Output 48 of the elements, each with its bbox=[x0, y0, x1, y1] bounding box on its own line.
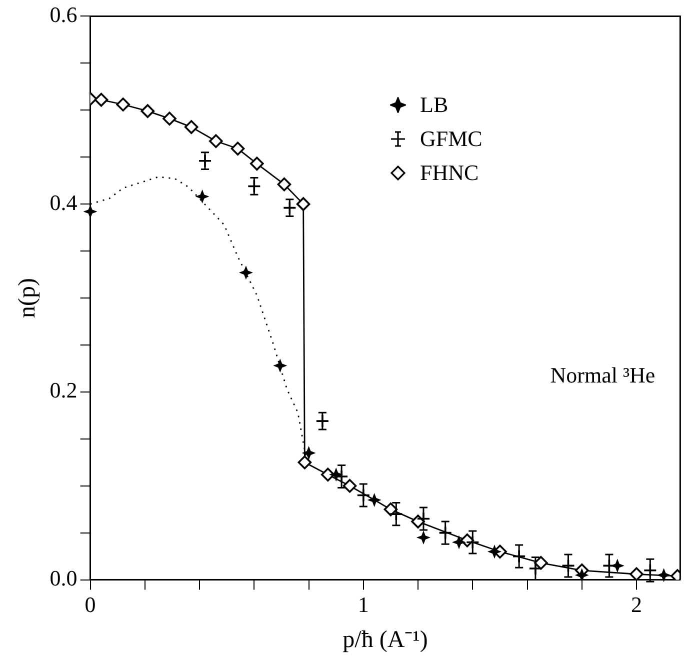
point bbox=[630, 567, 644, 580]
point bbox=[367, 492, 382, 507]
y-axis-title: n(p) bbox=[14, 278, 41, 318]
point bbox=[384, 502, 398, 516]
point bbox=[321, 468, 335, 482]
point bbox=[277, 177, 292, 192]
point bbox=[250, 156, 264, 171]
point bbox=[528, 562, 542, 576]
point bbox=[302, 446, 316, 460]
x-tick-label: 0 bbox=[84, 592, 96, 617]
point bbox=[487, 544, 502, 559]
point bbox=[656, 568, 671, 582]
point bbox=[342, 478, 357, 493]
point bbox=[416, 530, 430, 545]
point bbox=[195, 190, 210, 204]
point bbox=[298, 455, 312, 470]
y-tick-label: 0.2 bbox=[50, 378, 78, 403]
point bbox=[116, 98, 130, 112]
point bbox=[209, 134, 223, 148]
point bbox=[230, 142, 245, 156]
legend-label: GFMC bbox=[420, 126, 482, 152]
point bbox=[238, 266, 253, 280]
point bbox=[329, 468, 344, 482]
y-tick-label: 0.6 bbox=[50, 2, 78, 27]
x-tick-label: 2 bbox=[631, 592, 642, 617]
point bbox=[162, 112, 176, 126]
point bbox=[296, 197, 310, 211]
point bbox=[184, 120, 198, 134]
legend-label: LB bbox=[420, 92, 448, 118]
y-tick-label: 0.4 bbox=[50, 190, 78, 215]
point bbox=[466, 535, 480, 550]
point bbox=[94, 92, 108, 107]
point bbox=[83, 204, 98, 219]
point bbox=[416, 512, 430, 526]
point bbox=[316, 414, 330, 428]
point bbox=[356, 488, 370, 502]
point bbox=[273, 358, 288, 373]
x-axis-title: p/ħ (A⁻¹) bbox=[342, 626, 428, 653]
point bbox=[452, 535, 466, 550]
x-tick-label: 1 bbox=[358, 592, 369, 617]
point bbox=[512, 549, 526, 564]
legend-label: FHNC bbox=[420, 160, 479, 186]
point bbox=[534, 556, 548, 570]
point bbox=[140, 104, 155, 118]
annotation: Normal ³He bbox=[550, 362, 656, 388]
point bbox=[198, 154, 212, 168]
point bbox=[574, 568, 589, 582]
y-tick-label: 0.0 bbox=[50, 566, 78, 591]
